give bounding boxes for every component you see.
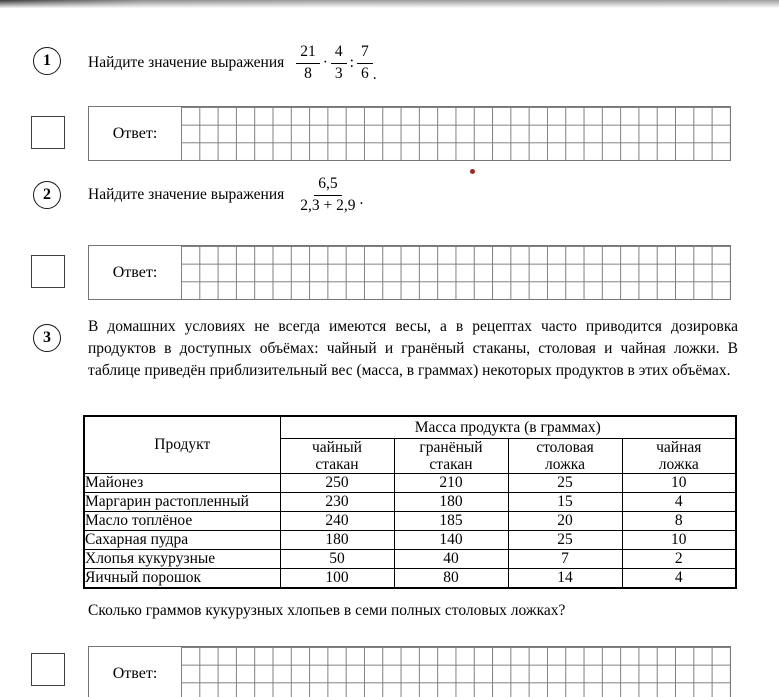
mass-value: 10 bbox=[621, 473, 737, 493]
problem-3-number: 3 bbox=[43, 329, 51, 346]
sentence-period: . bbox=[372, 66, 377, 83]
fraction-denominator: 6 bbox=[360, 64, 369, 82]
mass-value: 185 bbox=[393, 511, 509, 531]
mass-value: 25 bbox=[507, 473, 623, 493]
problem-3-answer-grid[interactable] bbox=[181, 647, 730, 697]
divide-operator: : bbox=[349, 54, 354, 71]
problem-3-intro-text: В домашних условиях не всегда имеются ве… bbox=[88, 318, 738, 379]
problem-2-statement: Найдите значение выражения 6,5 2,3 + 2,9… bbox=[88, 171, 363, 219]
answer-label: Ответ: bbox=[112, 664, 158, 682]
product-name: Яичный порошок bbox=[83, 568, 281, 589]
table-row: Яичный порошок 100 80 14 4 bbox=[83, 568, 737, 589]
problem-1-prompt: Найдите значение выражения bbox=[88, 54, 285, 71]
table-header-faceted-glass: гранёный стакан bbox=[393, 438, 509, 474]
problem-1-answer-grid[interactable] bbox=[181, 107, 730, 160]
mass-value: 7 bbox=[507, 549, 623, 569]
problem-2-answer-block: Ответ: bbox=[88, 245, 731, 300]
table-header-teaspoon: чайная ложка bbox=[621, 438, 737, 474]
table-header-tea-glass: чайный стакан bbox=[279, 438, 395, 474]
problem-2-prompt: Найдите значение выражения bbox=[88, 186, 285, 203]
mass-value: 250 bbox=[279, 473, 395, 493]
fraction-denominator: 3 bbox=[334, 64, 343, 82]
fraction-numerator: 6,5 bbox=[314, 175, 342, 196]
mass-value: 80 bbox=[393, 568, 509, 589]
mass-value: 15 bbox=[507, 492, 623, 512]
fraction-denominator: 8 bbox=[304, 64, 312, 82]
mass-value: 50 bbox=[279, 549, 395, 569]
problem-3-score-checkbox[interactable] bbox=[31, 653, 65, 686]
mass-value: 240 bbox=[279, 511, 395, 531]
problem-2-score-checkbox[interactable] bbox=[31, 255, 65, 288]
sentence-period: . bbox=[359, 191, 364, 208]
red-dot-marker bbox=[470, 169, 475, 174]
fraction-numerator: 4 bbox=[330, 43, 347, 64]
answer-label: Ответ: bbox=[112, 124, 158, 142]
product-name: Маргарин растопленный bbox=[83, 492, 281, 512]
fraction: 21 8 bbox=[296, 43, 320, 82]
mass-value: 140 bbox=[393, 530, 509, 550]
mass-value: 4 bbox=[621, 492, 737, 512]
mass-value: 14 bbox=[507, 568, 623, 589]
mass-value: 210 bbox=[393, 473, 509, 493]
fraction: 6,5 2,3 + 2,9 bbox=[296, 175, 359, 214]
problem-2-answer-grid[interactable] bbox=[181, 246, 730, 299]
table-row: Хлопья кукурузные 50 40 7 2 bbox=[83, 549, 737, 569]
mass-value: 10 bbox=[621, 530, 737, 550]
mass-value: 230 bbox=[279, 492, 395, 512]
product-name: Масло топлёное bbox=[83, 511, 281, 531]
page-top-shadow bbox=[0, 0, 779, 8]
product-name: Хлопья кукурузные bbox=[83, 549, 281, 569]
mass-value: 180 bbox=[393, 492, 509, 512]
mass-value: 180 bbox=[279, 530, 395, 550]
fraction-numerator: 21 bbox=[296, 43, 320, 64]
mass-value: 2 bbox=[621, 549, 737, 569]
fraction-denominator: 2,3 + 2,9 bbox=[300, 196, 356, 214]
problem-1-answer-block: Ответ: bbox=[88, 106, 731, 161]
problem-1-number-circle: 1 bbox=[33, 47, 61, 75]
problem-3-question: Сколько граммов кукурузных хлопьев в сем… bbox=[88, 602, 566, 619]
problem-2-number-circle: 2 bbox=[33, 181, 61, 209]
mass-value: 8 bbox=[621, 511, 737, 531]
product-name: Майонез bbox=[83, 473, 281, 493]
fraction: 7 6 bbox=[356, 43, 373, 82]
table-row: Масло топлёное 240 185 20 8 bbox=[83, 511, 737, 531]
table-row: Майонез 250 210 25 10 bbox=[83, 473, 737, 493]
fraction-numerator: 7 bbox=[356, 43, 373, 64]
problem-1-statement: Найдите значение выражения 21 8 · 4 3 : … bbox=[88, 39, 377, 87]
product-mass-table: Продукт Масса продукта (в граммах) чайны… bbox=[83, 415, 738, 589]
answer-label: Ответ: bbox=[112, 263, 158, 281]
table-row: Сахарная пудра 180 140 25 10 bbox=[83, 530, 737, 550]
fraction: 4 3 bbox=[330, 43, 347, 82]
problem-1-number: 1 bbox=[43, 52, 51, 69]
table-row: Маргарин растопленный 230 180 15 4 bbox=[83, 492, 737, 512]
problem-3-number-circle: 3 bbox=[33, 324, 61, 352]
mass-value: 40 bbox=[393, 549, 509, 569]
table-header-product: Продукт bbox=[83, 415, 281, 474]
multiply-operator: · bbox=[322, 54, 328, 71]
mass-value: 25 bbox=[507, 530, 623, 550]
problem-1-score-checkbox[interactable] bbox=[31, 116, 65, 149]
table-header-mass: Масса продукта (в граммах) bbox=[279, 415, 737, 439]
problem-2-number: 2 bbox=[43, 186, 51, 203]
mass-value: 100 bbox=[279, 568, 395, 589]
problem-3-answer-block: Ответ: bbox=[88, 646, 731, 697]
product-name: Сахарная пудра bbox=[83, 530, 281, 550]
table-header-tablespoon: столовая ложка bbox=[507, 438, 623, 474]
mass-value: 4 bbox=[621, 568, 737, 589]
mass-value: 20 bbox=[507, 511, 623, 531]
